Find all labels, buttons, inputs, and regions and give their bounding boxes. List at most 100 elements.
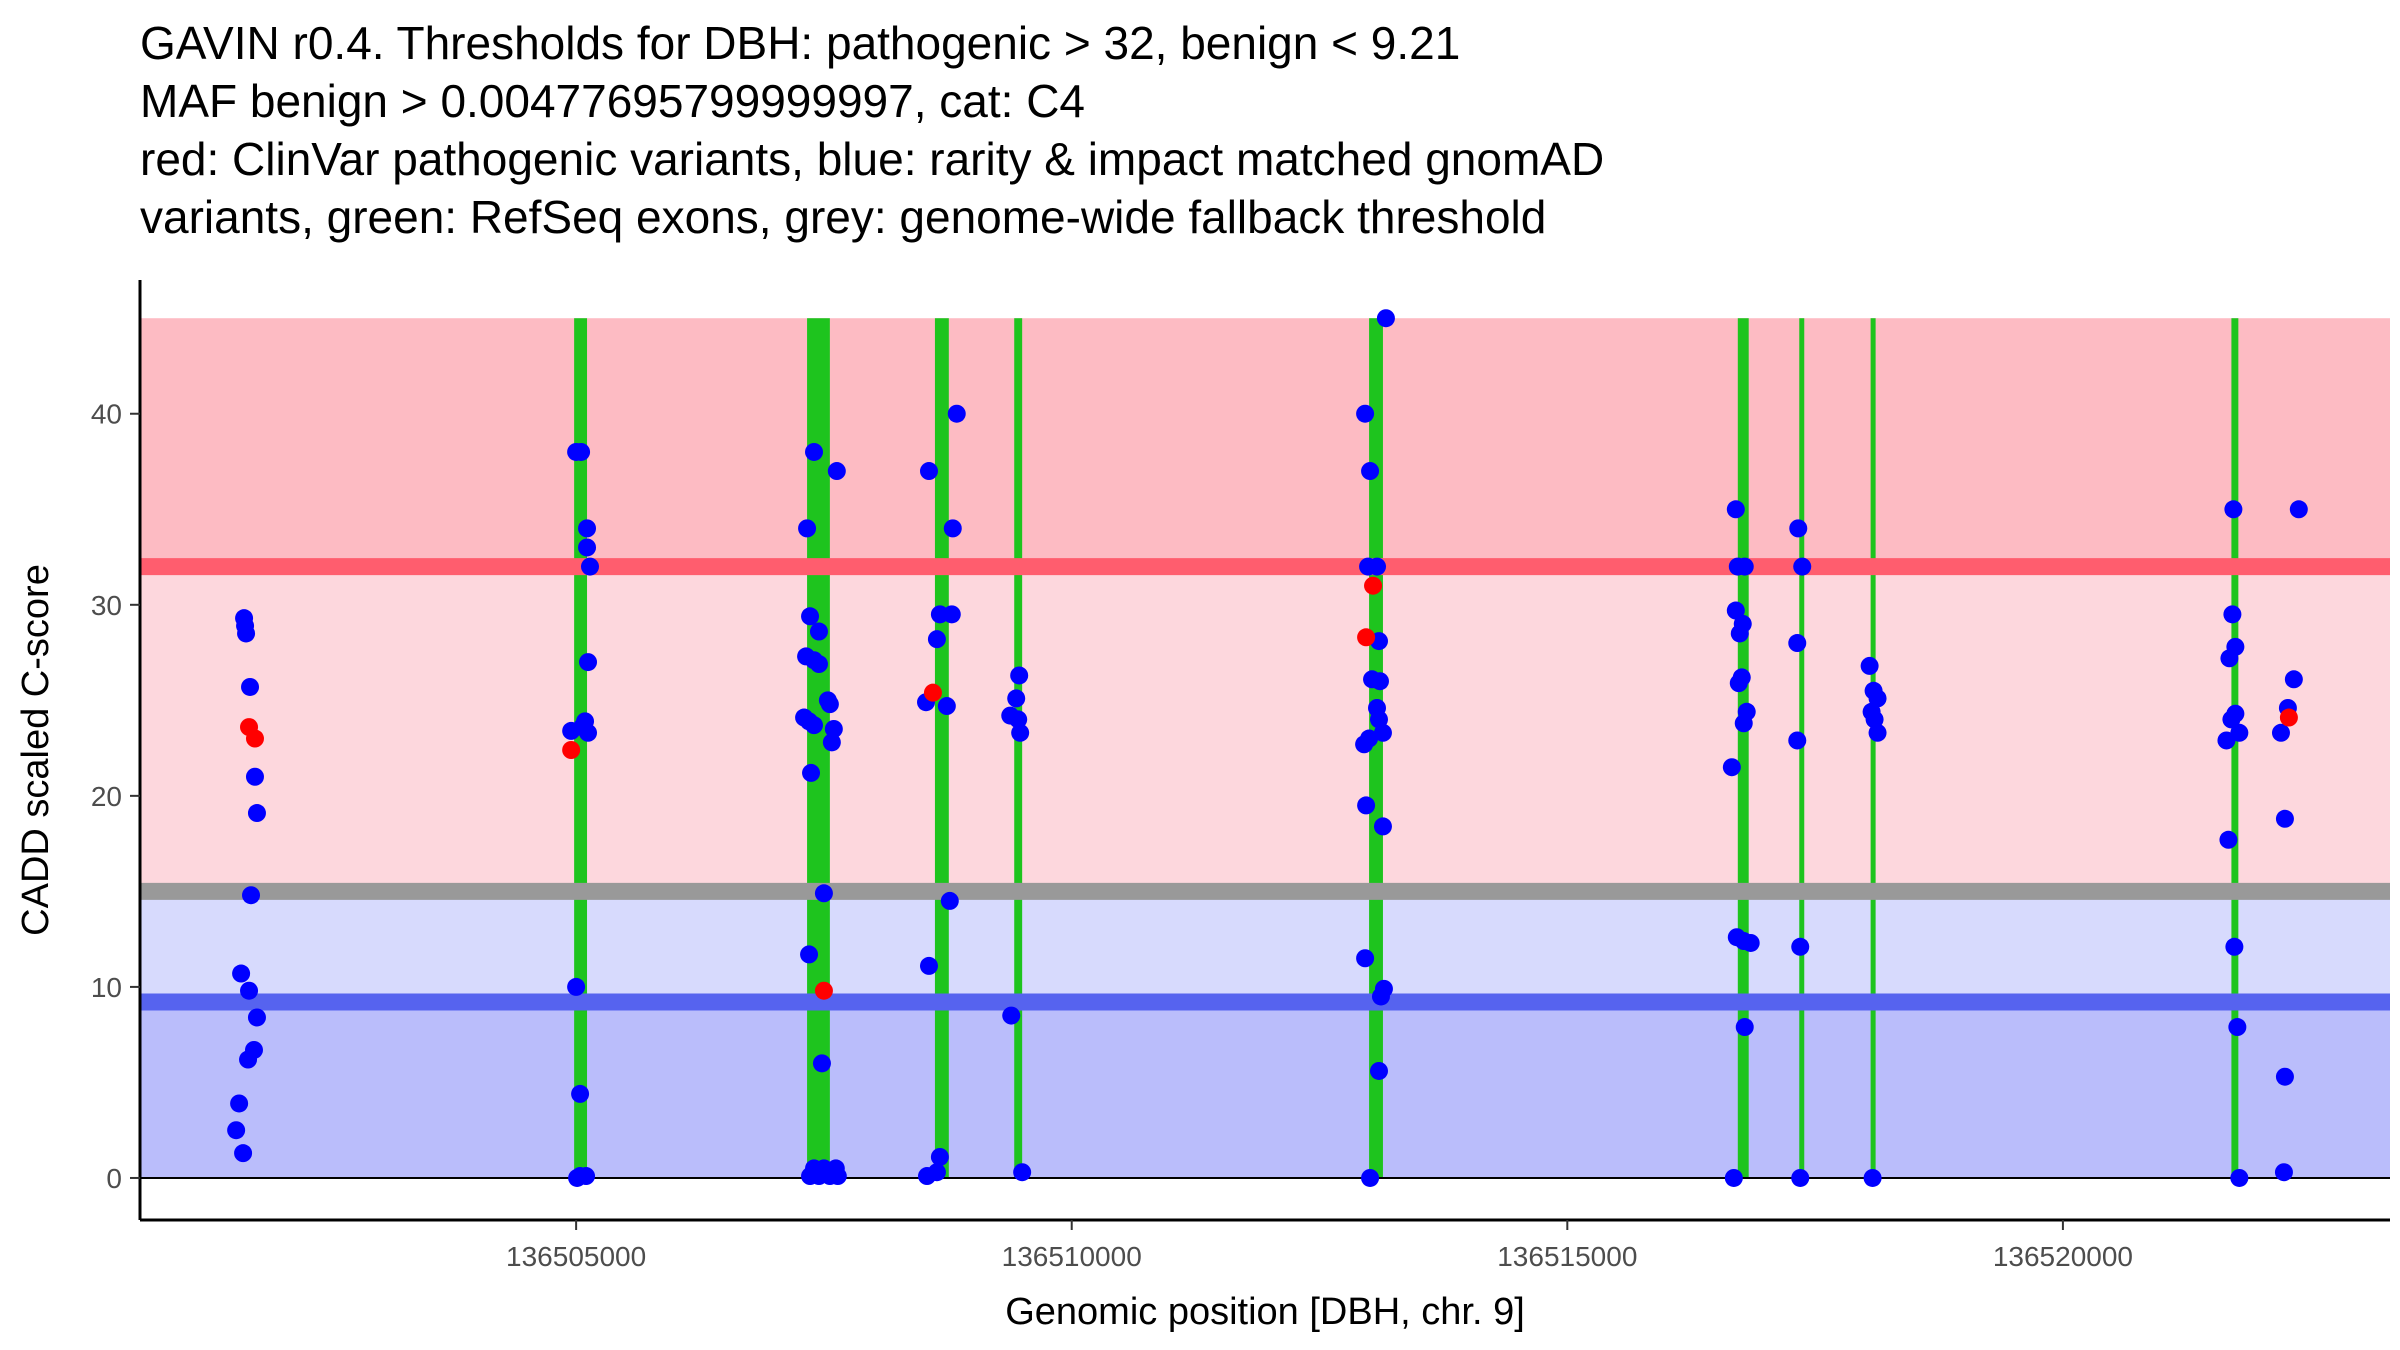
gnomad-point: [820, 695, 839, 714]
gnomad-point: [2230, 723, 2249, 742]
y-tick-label: 30: [91, 590, 122, 621]
gnomad-point: [572, 442, 591, 461]
gnomad-point: [1791, 1168, 1810, 1187]
gnomad-point: [1860, 656, 1879, 675]
gnomad-point: [1007, 689, 1026, 708]
gnomad-point: [827, 462, 846, 481]
gnomad-point: [247, 804, 266, 823]
clinvar-point: [923, 683, 942, 702]
gnomad-point: [2225, 937, 2244, 956]
title-line-2: MAF benign > 0.00477695799999997, cat: C…: [140, 75, 1085, 127]
gnomad-point: [230, 1094, 249, 1113]
x-axis-title: Genomic position [DBH, chr. 9]: [1005, 1291, 1525, 1333]
gnomad-point: [247, 1008, 266, 1027]
gnomad-point: [942, 605, 961, 624]
gnomad-point: [2271, 723, 2290, 742]
gnomad-point: [1371, 987, 1390, 1006]
gnomad-point: [2284, 670, 2303, 689]
gnomad-point: [800, 945, 819, 964]
gnomad-point: [2228, 1018, 2247, 1037]
exon-bar: [1014, 318, 1023, 1178]
y-axis-title: CADD scaled C-score: [15, 564, 57, 936]
gnomad-point: [814, 884, 833, 903]
gnomad-point: [940, 891, 959, 910]
gnomad-point: [919, 462, 938, 481]
exon-bar: [934, 318, 949, 1178]
gnomad-point: [1011, 723, 1030, 742]
gnomad-point: [930, 1147, 949, 1166]
gnomad-point: [801, 607, 820, 626]
clinvar-point: [562, 741, 581, 759]
gnomad-point: [1735, 1018, 1754, 1037]
gnomad-point: [1724, 1168, 1743, 1187]
gnomad-point: [579, 653, 598, 672]
gnomad-point: [1734, 714, 1753, 733]
gnomad-point: [1729, 674, 1748, 693]
chart-title: GAVIN r0.4. Thresholds for DBH: pathogen…: [140, 14, 2340, 246]
gnomad-point: [1793, 557, 1812, 576]
y-tick-label: 40: [91, 399, 122, 430]
gnomad-point: [2230, 1168, 2249, 1187]
uncertain-upper-zone: [140, 566, 2390, 892]
clinvar-points: [240, 576, 2298, 1000]
gnomad-point: [571, 1084, 590, 1103]
gnomad-point: [2219, 830, 2238, 849]
gnomad-point: [232, 964, 251, 983]
threshold-lines: [140, 558, 2390, 1179]
gnomad-point: [1741, 933, 1760, 952]
gnomad-point: [578, 538, 597, 557]
gnomad-point: [1373, 817, 1392, 836]
gnomad-point: [2223, 605, 2242, 624]
gnomad-point: [1360, 729, 1379, 748]
gnomad-point: [1010, 666, 1029, 685]
gnomad-point: [2224, 500, 2243, 519]
y-tick-label: 10: [91, 972, 122, 1003]
gnomad-point: [805, 716, 824, 735]
exon-bar: [2231, 318, 2239, 1178]
gnomad-point: [242, 886, 261, 905]
title-line-4: variants, green: RefSeq exons, grey: gen…: [140, 191, 1547, 243]
gnomad-point: [809, 655, 828, 674]
gnomad-point: [1013, 1163, 1032, 1182]
gnomad-point: [1361, 1168, 1380, 1187]
clinvar-point: [2279, 708, 2298, 727]
gnomad-point: [1376, 309, 1395, 328]
gnomad-point: [1002, 1006, 1021, 1025]
x-tick-label: 136520000: [1993, 1241, 2133, 1272]
gnomad-point: [239, 1050, 258, 1069]
gnomad-point: [1863, 1168, 1882, 1187]
benign-zone: [140, 1002, 2390, 1178]
gnomad-point: [1730, 624, 1749, 643]
gnomad-point: [581, 557, 599, 576]
gnomad-point: [805, 442, 824, 461]
gnomad-point: [919, 956, 938, 975]
gnomad-point: [1726, 601, 1745, 620]
gnomad-point: [245, 767, 264, 786]
gnomad-point: [1357, 796, 1376, 815]
pathogenic-zone: [140, 318, 2390, 567]
gnomad-point: [234, 1144, 253, 1163]
gnomad-point: [1368, 557, 1387, 576]
gnomad-point: [2226, 704, 2245, 723]
title-line-1: GAVIN r0.4. Thresholds for DBH: pathogen…: [140, 17, 1461, 69]
x-tick-label: 136515000: [1497, 1241, 1637, 1272]
x-tick-label: 136510000: [1002, 1241, 1142, 1272]
gnomad-point: [822, 733, 841, 752]
gnomad-point: [241, 677, 260, 696]
gnomad-point: [812, 1054, 831, 1073]
gnomad-point: [1722, 758, 1741, 777]
gnomad-point: [1356, 949, 1375, 968]
exon-bar: [1737, 318, 1749, 1178]
gnomad-point: [1726, 500, 1745, 519]
gnomad-point: [947, 404, 966, 423]
clinvar-point: [814, 981, 833, 1000]
gnomad-point: [568, 1168, 587, 1187]
y-tick-label: 20: [91, 781, 122, 812]
gnomad-point: [579, 723, 598, 742]
gnomad-point: [802, 763, 821, 782]
gnomad-point: [1361, 462, 1380, 481]
title-line-3: red: ClinVar pathogenic variants, blue: …: [140, 133, 1605, 185]
gnomad-point: [1789, 519, 1808, 538]
y-tick-label: 0: [106, 1163, 122, 1194]
